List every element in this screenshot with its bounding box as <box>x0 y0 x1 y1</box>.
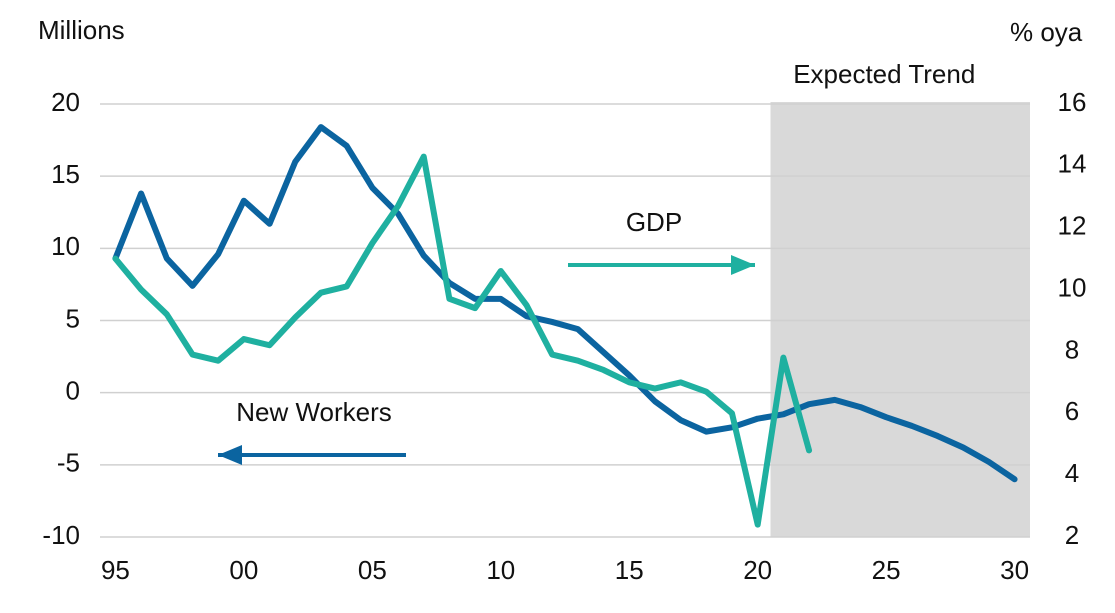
x-tick-label: 30 <box>1000 555 1029 585</box>
y2-tick-label: 10 <box>1058 272 1087 302</box>
x-tick-label: 05 <box>358 555 387 585</box>
y2-tick-label: 12 <box>1058 211 1087 241</box>
y-tick-label: 15 <box>51 159 80 189</box>
y-tick-label: 20 <box>51 87 80 117</box>
legend-arrow-head <box>218 445 242 465</box>
y-tick-label: -5 <box>57 448 80 478</box>
y2-tick-label: 6 <box>1065 396 1079 426</box>
y2-tick-label: 8 <box>1065 334 1079 364</box>
x-tick-label: 00 <box>229 555 258 585</box>
y-axis-label: Millions <box>38 15 125 45</box>
line-series <box>112 153 813 528</box>
legend-label: GDP <box>626 207 682 237</box>
x-tick-label: 10 <box>486 555 515 585</box>
y2-tick-label: 16 <box>1058 87 1087 117</box>
line-series <box>112 124 1018 483</box>
y-tick-label: 5 <box>66 303 80 333</box>
shaded-region-label: Expected Trend <box>793 59 975 89</box>
y2-axis-label: % oya <box>1010 17 1083 47</box>
y-tick-label: -10 <box>42 520 80 550</box>
y-tick-label: 10 <box>51 231 80 261</box>
x-tick-label: 95 <box>101 555 130 585</box>
legend-label: New Workers <box>236 397 392 427</box>
y2-tick-label: 2 <box>1065 520 1079 550</box>
y2-tick-label: 14 <box>1058 149 1087 179</box>
x-tick-label: 15 <box>615 555 644 585</box>
shaded-region <box>770 102 1030 537</box>
legend-arrow-head <box>731 255 755 275</box>
x-tick-label: 20 <box>743 555 772 585</box>
y2-tick-label: 4 <box>1065 458 1079 488</box>
y-tick-label: 0 <box>66 376 80 406</box>
x-tick-label: 25 <box>872 555 901 585</box>
